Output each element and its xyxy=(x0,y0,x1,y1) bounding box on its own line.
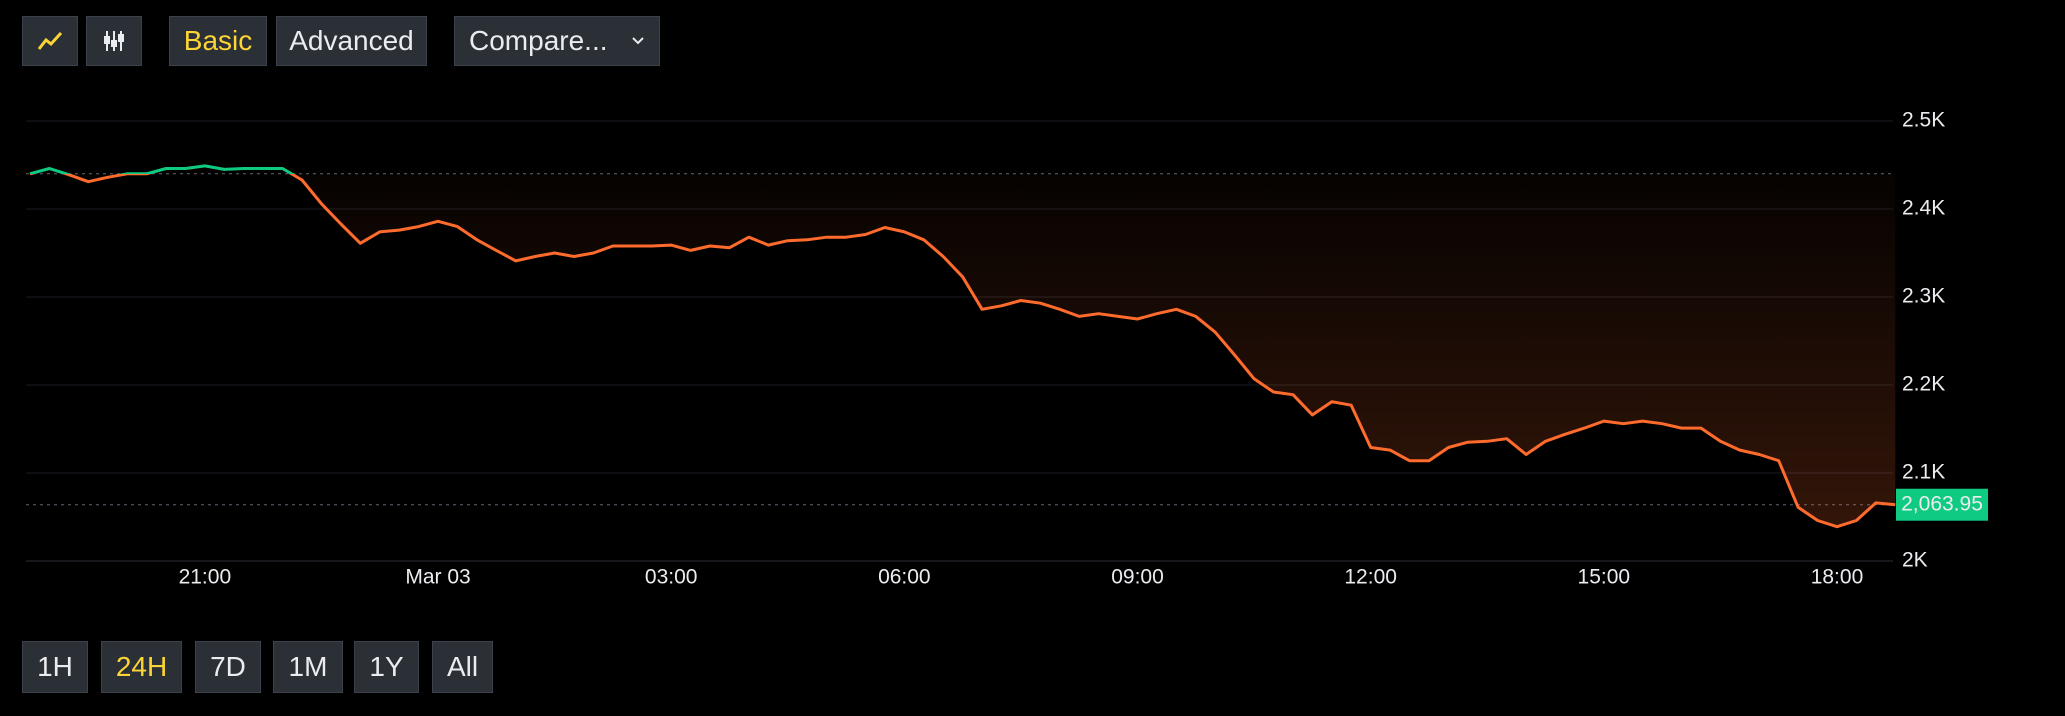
x-tick-label: 21:00 xyxy=(179,566,232,589)
candle-icon xyxy=(104,31,124,51)
range-button[interactable]: 1Y xyxy=(354,641,419,693)
x-tick-label: 09:00 xyxy=(1111,566,1164,589)
y-tick-label: 2.3K xyxy=(1902,285,1945,308)
compare-label: Compare... xyxy=(469,25,608,56)
range-button[interactable]: 7D xyxy=(195,641,261,693)
last-price-box xyxy=(1896,488,1988,521)
x-tick-label: 15:00 xyxy=(1578,566,1631,589)
mode-button[interactable]: Basic xyxy=(169,16,267,66)
line-view-button[interactable] xyxy=(22,16,78,66)
x-tick-label: 18:00 xyxy=(1811,566,1864,589)
chart: 2K 2.1K 2.2K 2.3K 2.4K 2.5K 21:00 Mar 03 03:00 06… xyxy=(26,109,1988,589)
range-button[interactable]: All xyxy=(432,641,493,693)
y-tick-label: 2.4K xyxy=(1902,197,1945,220)
price-line xyxy=(29,164,1896,529)
last-price-label: 2,063.95 xyxy=(1901,492,1983,515)
y-tick-label: 2K xyxy=(1902,549,1928,572)
compare-select[interactable]: Compare... xyxy=(454,16,660,66)
x-tick-label: Mar 03 xyxy=(405,566,470,589)
mode-button[interactable]: Advanced xyxy=(276,16,427,66)
range-button[interactable]: 24H xyxy=(101,641,182,693)
area xyxy=(66,173,1896,527)
x-tick-label: 12:00 xyxy=(1344,566,1397,589)
x-tick-label: 06:00 xyxy=(878,566,931,589)
range-button[interactable]: 1M xyxy=(273,641,343,693)
range-button[interactable]: 1H xyxy=(22,641,88,693)
dropdown-arrow xyxy=(632,37,644,45)
x-tick-label: 03:00 xyxy=(645,566,698,589)
candle-view-button[interactable] xyxy=(86,16,142,66)
y-tick-label: 2.2K xyxy=(1902,373,1945,396)
y-tick-label: 2.5K xyxy=(1902,109,1945,132)
line-icon xyxy=(37,31,63,50)
y-tick-label: 2.1K xyxy=(1902,461,1945,484)
